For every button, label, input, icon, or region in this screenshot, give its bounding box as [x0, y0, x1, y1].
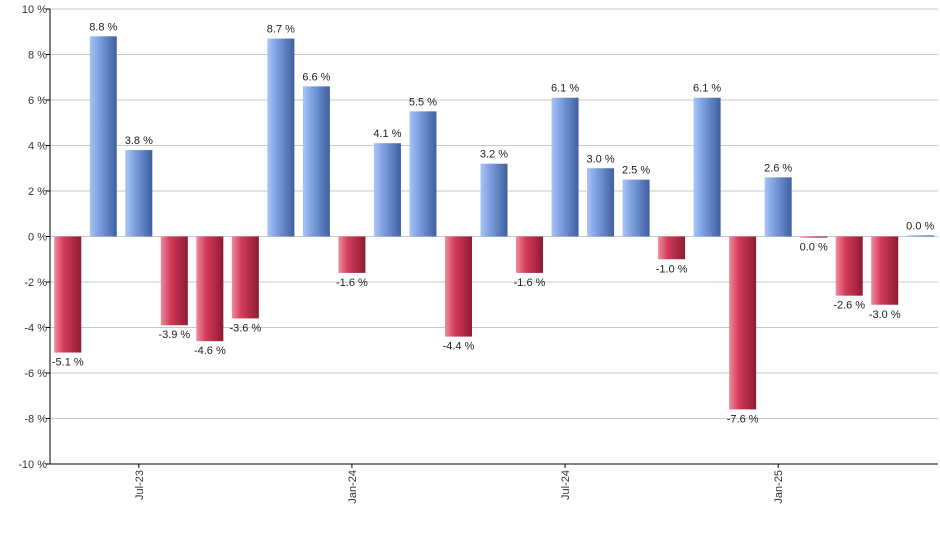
data-label: -3.6 %: [229, 322, 261, 334]
bar: [267, 38, 295, 237]
y-axis-tick-labels: -10 % -8 % -6 % -4 % -2 % 0 % 2 % 4 % 6 % 8 % 10 %: [18, 4, 50, 471]
data-label: -1.0 %: [656, 263, 688, 275]
data-label: -3.0 %: [869, 309, 901, 321]
bar: [871, 236, 899, 305]
bar: [764, 177, 792, 237]
data-label: 0.0 %: [800, 242, 828, 254]
data-label: 2.6 %: [764, 162, 792, 174]
bar: [125, 150, 153, 237]
data-label: 6.6 %: [302, 71, 330, 83]
bar: [516, 236, 544, 273]
bar: [587, 168, 615, 237]
bar: [693, 97, 721, 237]
data-label: 8.7 %: [267, 24, 295, 36]
data-label: 3.8 %: [125, 135, 153, 147]
data-label: 4.1 %: [373, 128, 401, 140]
bar: [409, 111, 437, 237]
data-label: 8.8 %: [89, 21, 117, 33]
data-label: -2.6 %: [833, 300, 865, 312]
y-tick-label: -2 %: [24, 277, 47, 289]
bar: [729, 236, 757, 410]
data-labels: -5.1 % 8.8 % 3.8 % -3.9 % -4.6 %-3.6 % 8.7 % 6…: [52, 21, 935, 425]
y-tick-label: 2 %: [28, 186, 47, 198]
data-label: 5.5 %: [409, 96, 437, 108]
data-label: 6.1 %: [693, 83, 721, 95]
x-tick-label: Jul-24: [560, 470, 572, 500]
y-tick-label: -10 %: [18, 459, 47, 471]
data-label: -4.4 %: [443, 341, 475, 353]
bar: [800, 236, 828, 238]
data-label: 0.0 %: [906, 220, 934, 232]
x-tick-label: Jan-25: [773, 470, 785, 504]
data-label: -5.1 %: [52, 357, 84, 369]
data-label: -1.6 %: [336, 277, 368, 289]
x-axis-tick-labels: Jul-23 Jan-24 Jul-24 Jan-25: [134, 464, 785, 504]
data-label: -7.6 %: [727, 413, 759, 425]
bar: [89, 36, 117, 237]
y-tick-label: -6 %: [24, 368, 47, 380]
x-tick-label: Jan-24: [347, 470, 359, 504]
y-tick-label: 6 %: [28, 95, 47, 107]
x-tick-label: Jul-23: [134, 470, 146, 500]
bar: [835, 236, 863, 296]
y-tick-label: 8 %: [28, 50, 47, 62]
y-tick-label: 0 %: [28, 232, 47, 244]
data-label: 6.1 %: [551, 83, 579, 95]
data-label: 2.5 %: [622, 165, 650, 177]
data-label: -1.6 %: [514, 277, 546, 289]
y-tick-label: 4 %: [28, 141, 47, 153]
data-label: 3.2 %: [480, 149, 508, 161]
bar: [658, 236, 686, 260]
bars: [54, 36, 934, 410]
bar: [302, 86, 330, 237]
bar: [551, 97, 579, 237]
data-label: -3.9 %: [158, 329, 190, 341]
data-label: -4.6 %: [194, 345, 226, 357]
bar: [231, 236, 259, 319]
bar: [160, 236, 188, 326]
bar: [480, 163, 508, 237]
y-tick-label: -4 %: [24, 323, 47, 335]
bar: [338, 236, 366, 273]
axes: [49, 9, 938, 465]
data-label: 3.0 %: [586, 153, 614, 165]
bar: [54, 236, 82, 353]
bar: [906, 235, 934, 237]
bar: [444, 236, 472, 337]
bar: [373, 143, 401, 237]
y-tick-label: -8 %: [24, 414, 47, 426]
bar: [622, 179, 650, 237]
bar: [196, 236, 224, 342]
y-tick-label: 10 %: [22, 4, 47, 16]
